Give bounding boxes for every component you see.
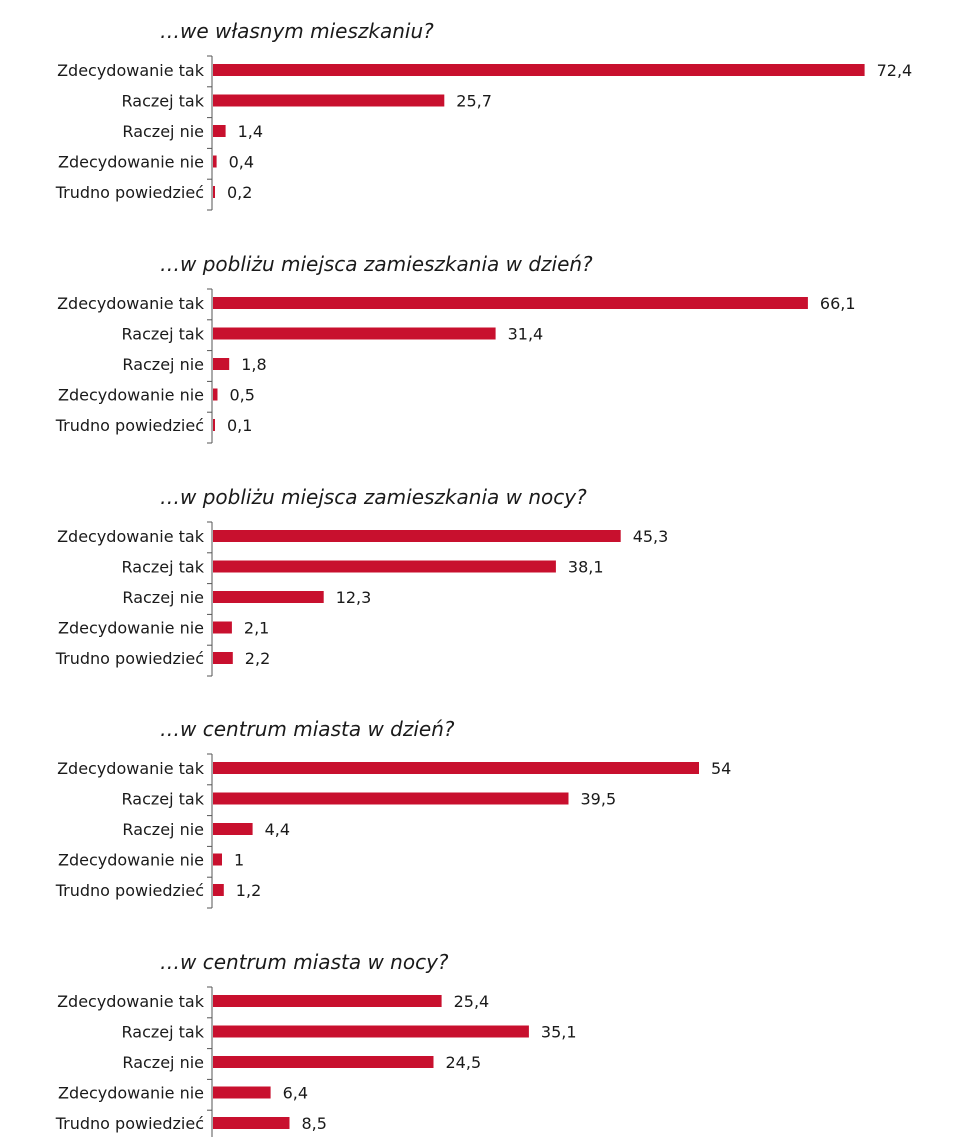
category-label: Trudno powiedzieć	[55, 416, 204, 435]
category-label: Raczej tak	[122, 790, 205, 809]
bar	[213, 591, 324, 603]
category-label: Zdecydowanie tak	[57, 61, 205, 80]
value-label: 1,4	[238, 122, 263, 141]
category-label: Raczej nie	[122, 122, 204, 141]
bar	[213, 762, 699, 774]
value-label: 1,8	[241, 355, 266, 374]
bar	[213, 1117, 290, 1129]
category-label: Zdecydowanie nie	[58, 851, 204, 870]
category-label: Zdecydowanie tak	[57, 759, 205, 778]
value-label: 38,1	[568, 558, 604, 577]
value-label: 12,3	[336, 588, 372, 607]
value-label: 0,5	[230, 386, 255, 405]
bar	[213, 297, 808, 309]
value-label: 72,4	[877, 61, 913, 80]
bar	[213, 1086, 271, 1099]
value-label: 24,5	[446, 1053, 482, 1072]
category-label: Trudno powiedzieć	[55, 649, 204, 668]
value-label: 31,4	[508, 325, 544, 344]
bar	[213, 530, 621, 542]
chart-title: …w centrum miasta w nocy?	[160, 950, 449, 974]
value-label: 54	[711, 759, 731, 778]
category-label: Trudno powiedzieć	[55, 1114, 204, 1133]
category-label: Raczej nie	[122, 355, 204, 374]
value-label: 8,5	[302, 1114, 327, 1133]
category-label: Zdecydowanie nie	[58, 386, 204, 405]
bar	[213, 186, 215, 198]
bar	[213, 419, 215, 431]
bar	[213, 823, 253, 835]
category-label: Trudno powiedzieć	[55, 881, 204, 900]
bar	[213, 792, 569, 805]
bar	[213, 358, 230, 370]
bar	[213, 853, 222, 866]
bar	[213, 621, 232, 634]
value-label: 0,4	[229, 153, 254, 172]
category-label: Trudno powiedzieć	[55, 183, 204, 202]
category-label: Zdecydowanie nie	[58, 153, 204, 172]
bar	[213, 884, 224, 896]
chart-title: …w pobliżu miejsca zamieszkania w dzień?	[160, 252, 593, 276]
bar	[213, 327, 496, 340]
bar	[213, 125, 226, 137]
value-label: 45,3	[633, 527, 669, 546]
bar	[213, 560, 556, 573]
value-label: 1	[234, 851, 244, 870]
category-label: Raczej tak	[122, 325, 205, 344]
category-label: Raczej tak	[122, 92, 205, 111]
value-label: 0,1	[227, 416, 252, 435]
bar	[213, 155, 217, 168]
value-label: 66,1	[820, 294, 856, 313]
value-label: 39,5	[581, 790, 617, 809]
category-label: Raczej nie	[122, 820, 204, 839]
category-label: Zdecydowanie tak	[57, 294, 205, 313]
value-label: 25,4	[454, 992, 490, 1011]
category-label: Raczej tak	[122, 558, 205, 577]
bar	[213, 1056, 434, 1068]
category-label: Zdecydowanie tak	[57, 992, 205, 1011]
value-label: 2,1	[244, 619, 269, 638]
category-label: Zdecydowanie nie	[58, 1084, 204, 1103]
chart-title: …we własnym mieszkaniu?	[160, 19, 434, 43]
value-label: 2,2	[245, 649, 270, 668]
value-label: 6,4	[283, 1084, 308, 1103]
value-label: 4,4	[265, 820, 290, 839]
category-label: Raczej tak	[122, 1023, 205, 1042]
value-label: 25,7	[456, 92, 492, 111]
category-label: Zdecydowanie nie	[58, 619, 204, 638]
category-label: Raczej nie	[122, 1053, 204, 1072]
bar	[213, 1025, 529, 1038]
value-label: 1,2	[236, 881, 261, 900]
category-label: Raczej nie	[122, 588, 204, 607]
bar	[213, 995, 442, 1007]
bar	[213, 64, 865, 76]
bar	[213, 94, 445, 107]
bar	[213, 388, 218, 401]
chart-title: …w centrum miasta w dzień?	[160, 717, 455, 741]
category-label: Zdecydowanie tak	[57, 527, 205, 546]
value-label: 35,1	[541, 1023, 577, 1042]
chart-title: …w pobliżu miejsca zamieszkania w nocy?	[160, 485, 587, 509]
bar	[213, 652, 233, 664]
value-label: 0,2	[227, 183, 252, 202]
